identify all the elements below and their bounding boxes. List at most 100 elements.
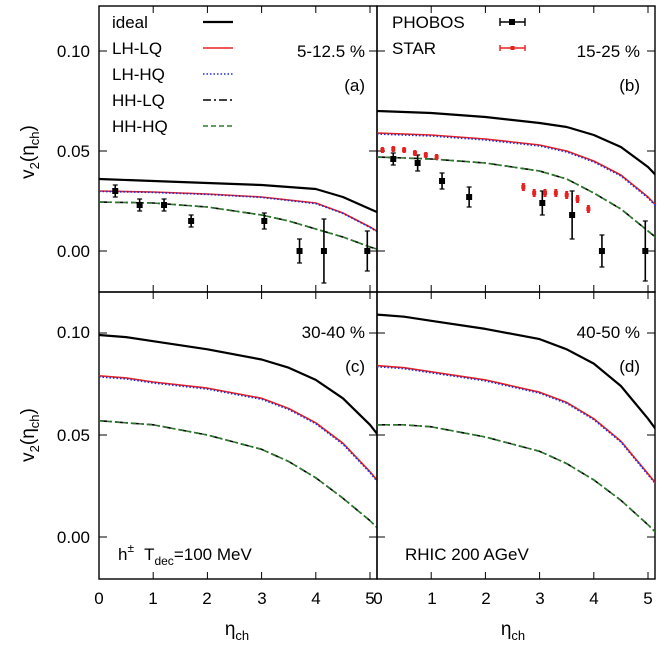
x-tick-label: 1 (148, 589, 157, 608)
centrality-label-b: 15-25 % (577, 42, 640, 61)
series-lh-lq-line (99, 375, 377, 482)
phobos-point (136, 202, 143, 208)
x-axis-label-left: ηch (225, 619, 249, 643)
series-hh-hq-line (377, 424, 655, 533)
x-tick-label: 2 (202, 589, 211, 608)
legend-label: LH-HQ (112, 65, 165, 84)
y-tick-label: 0.00 (57, 242, 90, 261)
y-tick-label: 0.10 (57, 323, 90, 342)
legend-models: ideal LH-LQ LH-HQ HH-LQ HH-HQ (112, 13, 233, 136)
y-tick-labels: 0.10 0.05 0.00 0.10 0.05 0.00 (57, 42, 90, 547)
series-hh-hq-line (99, 201, 377, 250)
series-hh-hq-line (99, 419, 377, 529)
star-point (586, 207, 591, 211)
plot-area (99, 177, 377, 284)
y-axis-label-bottom: v2(ηch) (18, 408, 42, 462)
phobos-point (466, 194, 473, 200)
x-tick-label: 2 (481, 589, 490, 608)
phobos-point (642, 248, 649, 254)
phobos-point (188, 218, 195, 224)
panel-label-b: (b) (619, 76, 640, 95)
legend-label: HH-HQ (112, 117, 168, 136)
series-lh-hq-line (99, 190, 377, 233)
phobos-point (569, 212, 576, 218)
star-point (391, 147, 396, 151)
panel-b (376, 5, 656, 293)
star-point (553, 191, 558, 195)
series-ideal-line (99, 333, 377, 436)
x-tick-label: 0 (373, 589, 382, 608)
x-tick-label: 5 (643, 589, 652, 608)
series-lh-lq-line (377, 132, 655, 206)
star-point (380, 148, 385, 152)
series-ideal-line (377, 313, 655, 431)
star-point (423, 153, 428, 157)
bottom-right-note: RHIC 200 AGeV (405, 545, 529, 564)
y-tick-label: 0.05 (57, 426, 90, 445)
y-tick-label: 0.05 (57, 142, 90, 161)
x-tick-label: 3 (535, 589, 544, 608)
series-ideal-line (377, 109, 655, 176)
legend-label: PHOBOS (392, 13, 465, 32)
phobos-point (320, 248, 327, 254)
centrality-label-a: 5-12.5 % (297, 42, 365, 61)
phobos-point (414, 160, 421, 166)
panel-label-a: (a) (344, 76, 365, 95)
plot-area (377, 109, 655, 282)
plot-area (99, 333, 377, 529)
x-tick-label: 1 (427, 589, 436, 608)
star-point (564, 193, 569, 197)
x-axis-label-right: ηch (501, 619, 525, 643)
legend-data: PHOBOS STAR (392, 13, 526, 58)
series-lh-hq-line (377, 133, 655, 207)
series-lh-lq-line (99, 190, 377, 233)
phobos-point (296, 248, 303, 254)
centrality-label-d: 40-50 % (577, 323, 640, 342)
centrality-label-c: 30-40 % (302, 323, 365, 342)
series-lh-lq-line (377, 364, 655, 484)
legend-swatches (203, 20, 233, 127)
star-point (532, 191, 537, 195)
legend-swatch-phobos-marker (509, 19, 515, 25)
phobos-point (390, 156, 397, 162)
phobos-point (161, 202, 168, 208)
panel-label-d: (d) (619, 357, 640, 376)
phobos-point (364, 248, 371, 254)
svg-text:v2(ηch): v2(ηch) (18, 125, 42, 179)
y-axis-label-top: v2(ηch) (18, 125, 42, 179)
series-ideal-line (99, 177, 377, 214)
panel-c (98, 291, 378, 580)
x-tick-label: 4 (311, 589, 320, 608)
legend-label: ideal (112, 13, 148, 32)
star-point (575, 197, 580, 201)
star-point (412, 151, 417, 155)
x-tick-label: 0 (94, 589, 103, 608)
legend-label: LH-LQ (112, 39, 162, 58)
panel-label-c: (c) (345, 357, 365, 376)
series-lh-hq-line (377, 365, 655, 485)
x-tick-label: 5 (365, 589, 374, 608)
series-hh-lq-line (377, 156, 655, 238)
phobos-point (112, 188, 119, 194)
series-hh-hq-line (377, 156, 655, 238)
legend-label: STAR (392, 39, 436, 58)
star-point (434, 155, 439, 159)
x-tick-labels: 0 1 2 3 4 5 0 1 2 3 4 5 (94, 589, 652, 608)
star-point (543, 191, 548, 195)
phobos-point (439, 178, 446, 184)
x-tick-label: 4 (589, 589, 598, 608)
y-tick-label: 0.10 (57, 42, 90, 61)
legend-swatches (499, 18, 526, 51)
y-tick-label: 0.00 (57, 528, 90, 547)
legend-label: HH-LQ (112, 91, 165, 110)
star-point (402, 148, 407, 152)
star-point (521, 185, 526, 189)
phobos-point (598, 248, 605, 254)
x-tick-label: 3 (257, 589, 266, 608)
phobos-point (539, 200, 546, 206)
series-lh-hq-line (99, 376, 377, 483)
phobos-point (261, 218, 268, 224)
bottom-left-note: h± Tdec=100 MeV (118, 541, 252, 568)
series-hh-lq-line (99, 419, 377, 529)
